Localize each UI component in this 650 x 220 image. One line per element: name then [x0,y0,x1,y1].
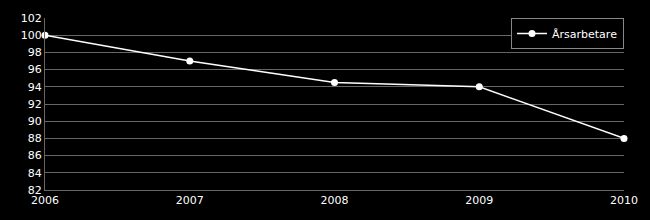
svg-text:102: 102 [21,12,42,25]
svg-text:2010: 2010 [610,194,638,207]
svg-text:92: 92 [28,98,42,111]
svg-text:2007: 2007 [176,194,204,207]
svg-text:Årsarbetare: Årsarbetare [552,28,617,41]
svg-text:100: 100 [21,29,42,42]
svg-text:84: 84 [28,167,42,180]
svg-text:2008: 2008 [321,194,349,207]
svg-text:2009: 2009 [465,194,493,207]
svg-text:82: 82 [28,184,42,197]
svg-text:96: 96 [28,63,42,76]
svg-text:90: 90 [28,115,42,128]
svg-text:88: 88 [28,132,42,145]
svg-text:2006: 2006 [31,194,59,207]
svg-text:94: 94 [28,81,42,94]
svg-text:98: 98 [28,46,42,59]
svg-text:86: 86 [28,149,42,162]
